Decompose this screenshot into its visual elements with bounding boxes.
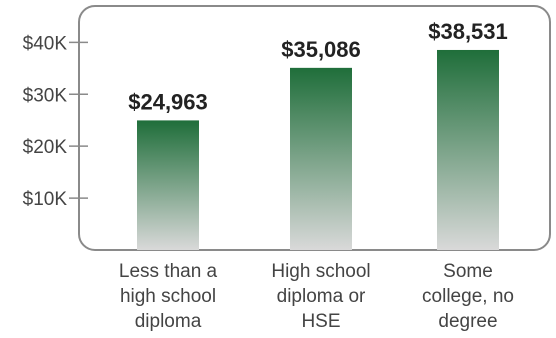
bar xyxy=(137,120,199,251)
x-category-label: diploma xyxy=(135,311,202,332)
x-category-label: Some xyxy=(443,261,493,282)
x-category-label: diploma or xyxy=(277,286,366,307)
x-axis-labels: Less than a high school diploma High school… xyxy=(119,261,514,332)
y-tick-label: $40K xyxy=(23,33,68,54)
bar xyxy=(437,49,499,251)
y-axis: $10K $20K $30K $40K xyxy=(23,33,88,210)
x-category-label: college, no xyxy=(422,286,514,307)
bar-value-label: $38,531 xyxy=(428,19,508,44)
bar xyxy=(290,67,352,250)
bar-value-label: $24,963 xyxy=(128,89,208,114)
x-category-label: degree xyxy=(438,311,497,332)
x-category-label: HSE xyxy=(301,311,340,332)
x-category-label: High school xyxy=(271,261,370,282)
x-category-label: high school xyxy=(120,286,216,307)
x-category-label: Less than a xyxy=(119,261,218,282)
y-tick-label: $10K xyxy=(23,189,68,210)
bars: $24,963 $35,086 $38,531 xyxy=(128,19,508,251)
bar-value-label: $35,086 xyxy=(281,37,361,62)
y-tick-label: $30K xyxy=(23,85,68,106)
y-tick-label: $20K xyxy=(23,137,68,158)
